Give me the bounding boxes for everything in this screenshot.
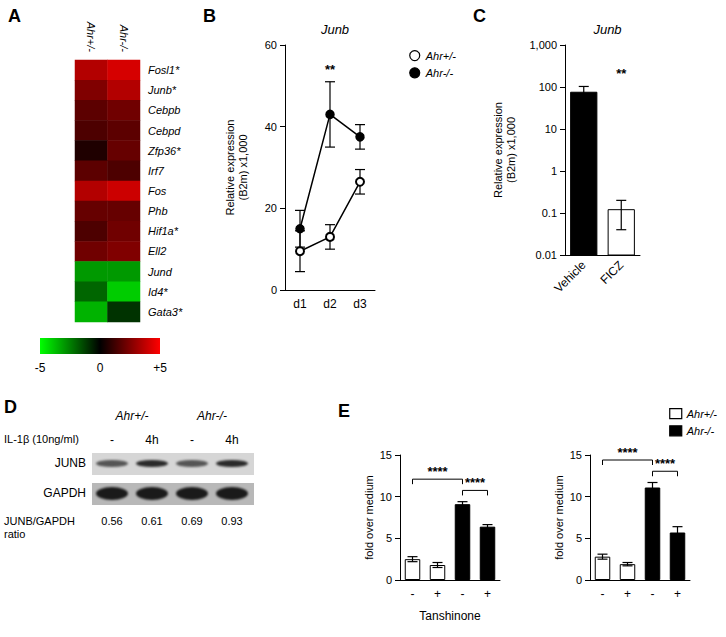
svg-text:10: 10 bbox=[380, 491, 392, 503]
svg-text:B: B bbox=[203, 6, 216, 26]
svg-text:**: ** bbox=[325, 62, 336, 77]
svg-text:Fos: Fos bbox=[148, 185, 167, 197]
svg-text:Jund: Jund bbox=[147, 266, 173, 278]
svg-text:1,000: 1,000 bbox=[529, 39, 557, 51]
svg-text:d1: d1 bbox=[293, 297, 307, 311]
svg-text:d2: d2 bbox=[323, 297, 337, 311]
svg-text:-5: -5 bbox=[35, 361, 46, 375]
svg-text:Phb: Phb bbox=[148, 205, 168, 217]
svg-text:**: ** bbox=[616, 66, 627, 81]
html-text:D: D bbox=[4, 397, 17, 417]
svg-text:Junb: Junb bbox=[320, 22, 349, 37]
svg-text:(B2m) x1,000: (B2m) x1,000 bbox=[237, 134, 249, 200]
svg-text:20: 20 bbox=[265, 202, 277, 214]
html-text:GAPDH: GAPDH bbox=[43, 486, 86, 500]
html-text:IL-1β (10ng/ml): IL-1β (10ng/ml) bbox=[4, 433, 79, 445]
svg-text:fold over medium: fold over medium bbox=[363, 475, 375, 559]
svg-text:-: - bbox=[651, 587, 655, 601]
html-text:0.93: 0.93 bbox=[221, 515, 243, 527]
html-text:0.61: 0.61 bbox=[141, 515, 163, 527]
svg-text:15: 15 bbox=[380, 449, 392, 461]
svg-text:+5: +5 bbox=[153, 361, 167, 375]
svg-text:0: 0 bbox=[271, 284, 277, 296]
svg-text:Ahr-/-: Ahr-/- bbox=[425, 67, 454, 79]
svg-text:d3: d3 bbox=[353, 297, 367, 311]
html-text:4h: 4h bbox=[145, 433, 159, 447]
svg-text:FICZ: FICZ bbox=[597, 258, 626, 287]
svg-text:-: - bbox=[601, 587, 605, 601]
svg-text:100: 100 bbox=[539, 81, 557, 93]
svg-text:(B2m) x1,000: (B2m) x1,000 bbox=[505, 117, 517, 183]
svg-text:-: - bbox=[411, 587, 415, 601]
svg-text:fold over medium: fold over medium bbox=[553, 475, 565, 559]
html-text:4h: 4h bbox=[225, 433, 239, 447]
html-text:Ahr+/-: Ahr+/- bbox=[115, 409, 149, 423]
svg-text:60: 60 bbox=[265, 39, 277, 51]
svg-text:0: 0 bbox=[97, 361, 104, 375]
svg-text:5: 5 bbox=[576, 532, 582, 544]
html-text:0.69: 0.69 bbox=[181, 515, 203, 527]
svg-text:Hif1a*: Hif1a* bbox=[148, 225, 179, 237]
html-text:JUNB/GAPDH ratio: JUNB/GAPDH ratio bbox=[4, 515, 75, 540]
svg-text:0: 0 bbox=[386, 574, 392, 586]
svg-text:+: + bbox=[434, 587, 441, 601]
svg-text:Ell2: Ell2 bbox=[148, 245, 166, 257]
svg-text:10: 10 bbox=[570, 491, 582, 503]
svg-text:Junb: Junb bbox=[592, 22, 621, 37]
svg-text:Vehicle: Vehicle bbox=[551, 258, 588, 295]
svg-text:****: **** bbox=[465, 475, 486, 490]
svg-text:0: 0 bbox=[576, 574, 582, 586]
svg-text:10: 10 bbox=[545, 123, 557, 135]
svg-text:****: **** bbox=[617, 445, 638, 460]
svg-text:+: + bbox=[624, 587, 631, 601]
svg-text:1: 1 bbox=[551, 165, 557, 177]
svg-text:Relative expression: Relative expression bbox=[224, 120, 236, 216]
svg-text:Ahr-/-: Ahr-/- bbox=[118, 24, 130, 53]
svg-text:Id4*: Id4* bbox=[148, 286, 168, 298]
svg-text:+: + bbox=[484, 587, 491, 601]
svg-text:E: E bbox=[338, 401, 350, 421]
svg-text:Ahr+/-: Ahr+/- bbox=[85, 21, 97, 53]
svg-text:Zfp36*: Zfp36* bbox=[147, 145, 181, 157]
svg-text:0.01: 0.01 bbox=[536, 249, 557, 261]
svg-text:Tanshinone: Tanshinone bbox=[419, 609, 481, 623]
svg-text:15: 15 bbox=[570, 449, 582, 461]
svg-text:Irf7: Irf7 bbox=[148, 165, 165, 177]
html-text:0.56: 0.56 bbox=[101, 515, 123, 527]
svg-text:A: A bbox=[8, 6, 21, 26]
svg-text:C: C bbox=[473, 6, 486, 26]
svg-text:Ahr+/-: Ahr+/- bbox=[686, 408, 718, 420]
svg-text:Cebpb: Cebpb bbox=[148, 104, 180, 116]
svg-text:-: - bbox=[461, 587, 465, 601]
svg-text:****: **** bbox=[655, 456, 676, 471]
svg-text:40: 40 bbox=[265, 121, 277, 133]
svg-text:Relative expression: Relative expression bbox=[492, 102, 504, 198]
svg-text:5: 5 bbox=[386, 532, 392, 544]
svg-text:Ahr+/-: Ahr+/- bbox=[425, 50, 457, 62]
html-text:JUNB: JUNB bbox=[54, 456, 86, 470]
svg-text:0.1: 0.1 bbox=[542, 207, 557, 219]
svg-text:Ahr-/-: Ahr-/- bbox=[686, 425, 715, 437]
svg-text:+: + bbox=[674, 587, 681, 601]
svg-text:Fosl1*: Fosl1* bbox=[148, 64, 180, 76]
svg-text:Cebpd: Cebpd bbox=[148, 125, 181, 137]
html-text:Ahr-/-: Ahr-/- bbox=[197, 409, 227, 423]
svg-text:****: **** bbox=[427, 464, 448, 479]
svg-text:Junb*: Junb* bbox=[147, 84, 177, 96]
svg-text:Gata3*: Gata3* bbox=[148, 306, 183, 318]
